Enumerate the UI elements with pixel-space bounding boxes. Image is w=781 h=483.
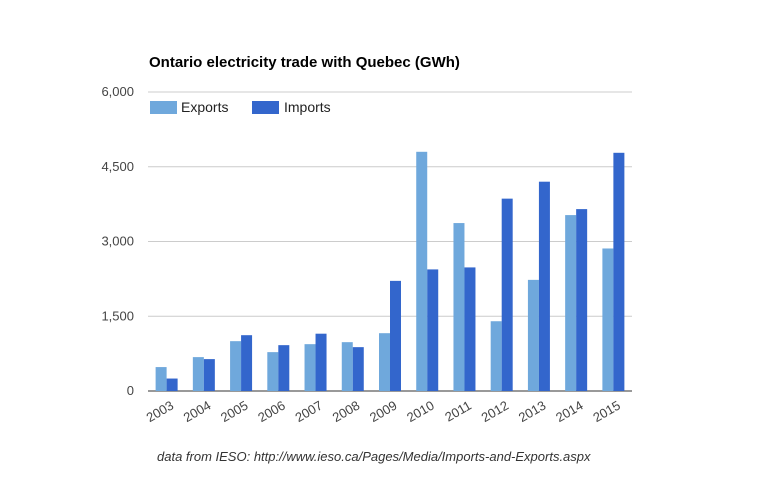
bar-imports-2009 [390, 280, 401, 391]
legend-label-imports: Imports [284, 99, 331, 115]
x-tick-label: 2012 [479, 398, 512, 425]
x-axis-ticks: 2003 2004 2005 2006 2007 2008 2009 2010 2011 2012… [144, 398, 623, 425]
x-tick-label: 2013 [516, 398, 549, 425]
bar-exports-2015 [602, 248, 614, 391]
bar-exports-2011 [453, 223, 465, 391]
x-tick-label: 2014 [553, 398, 586, 425]
bar-imports-2006 [278, 345, 290, 391]
y-tick-label: 4,500 [101, 159, 134, 174]
bar-imports-2007 [315, 333, 327, 391]
bar-imports-2012 [501, 198, 513, 391]
y-tick-label: 3,000 [101, 234, 134, 249]
bar-exports-2013 [527, 279, 539, 391]
x-tick-label: 2007 [292, 398, 325, 425]
x-tick-label: 2004 [181, 398, 214, 425]
bar-exports-2003 [155, 367, 167, 391]
x-tick-label: 2009 [367, 398, 400, 425]
bar-imports-2011 [464, 267, 476, 391]
legend-label-exports: Exports [181, 99, 228, 115]
legend-swatch-imports [252, 101, 279, 114]
legend: Exports Imports [150, 99, 331, 115]
x-tick-label: 2011 [442, 398, 474, 425]
bar-exports-2005 [230, 341, 242, 391]
x-tick-label: 2006 [255, 398, 288, 425]
bar-imports-2003 [166, 378, 178, 391]
source-note: data from IESO: http://www.ieso.ca/Pages… [157, 449, 591, 464]
bar-imports-2013 [538, 181, 550, 391]
bar-exports-2014 [565, 215, 577, 391]
legend-swatch-exports [150, 101, 177, 114]
y-tick-label: 1,500 [101, 308, 134, 323]
bars [155, 151, 625, 391]
bar-imports-2014 [576, 209, 588, 391]
gridlines [148, 91, 632, 392]
chart-title: Ontario electricity trade with Quebec (G… [149, 54, 460, 71]
x-tick-label: 2010 [404, 398, 437, 425]
bar-exports-2009 [379, 333, 390, 391]
bar-exports-2004 [192, 357, 204, 391]
y-tick-label: 6,000 [101, 84, 134, 99]
bar-imports-2010 [427, 269, 439, 391]
x-tick-label: 2003 [144, 398, 177, 425]
bar-exports-2012 [490, 321, 502, 391]
bar-exports-2008 [341, 342, 353, 391]
x-tick-label: 2008 [330, 398, 363, 425]
bar-imports-2008 [352, 347, 364, 391]
x-tick-label: 2015 [590, 398, 623, 425]
x-tick-label: 2005 [218, 398, 251, 425]
bar-imports-2005 [241, 335, 253, 391]
bar-imports-2004 [203, 359, 215, 391]
y-axis-ticks: 0 1,500 3,000 4,500 6,000 [101, 84, 134, 398]
bar-exports-2010 [416, 151, 428, 391]
bar-imports-2015 [613, 152, 625, 391]
y-tick-label: 0 [127, 383, 134, 398]
bar-exports-2007 [304, 344, 316, 391]
bar-exports-2006 [267, 352, 279, 391]
